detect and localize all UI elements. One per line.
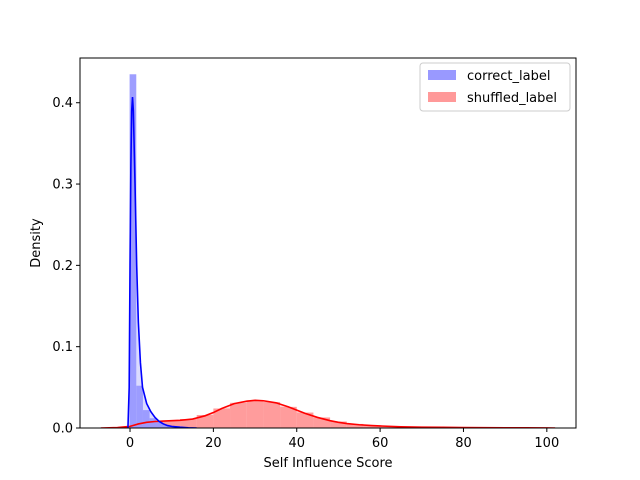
histogram-bar-correct-label <box>149 418 157 428</box>
histogram-bar-shuffled-label <box>363 425 381 428</box>
y-tick-label: 0.4 <box>52 96 73 111</box>
x-axis-label: Self Influence Score <box>264 456 393 471</box>
x-tick-label: 20 <box>205 436 222 451</box>
legend-box <box>419 62 571 112</box>
legend: correct_label shuffled_label <box>419 62 571 112</box>
histogram-bar-shuffled-label <box>263 401 281 428</box>
histogram-bar-shuffled-label <box>296 412 314 428</box>
axes-frame <box>79 57 577 429</box>
plot-area <box>100 74 556 428</box>
x-tick-label: 100 <box>534 436 559 451</box>
legend-swatch-shuffled-label <box>428 92 456 102</box>
kde-line-shuffled-label <box>100 399 556 428</box>
y-tick-label: 0.2 <box>52 259 73 274</box>
histogram-bar-shuffled-label <box>313 417 331 428</box>
y-tick-label: 0.0 <box>52 422 73 437</box>
x-axis: 0 20 40 60 80 100 <box>126 428 559 451</box>
plot-layer <box>100 74 556 428</box>
x-tick-label: 80 <box>455 436 472 451</box>
y-tick-label: 0.3 <box>52 178 73 193</box>
histogram-bar-shuffled-label <box>346 423 364 428</box>
y-axis-label: Density <box>29 218 44 268</box>
x-tick-label: 40 <box>288 436 305 451</box>
histogram-bar-correct-label <box>136 385 143 428</box>
x-tick-label: 60 <box>372 436 389 451</box>
histogram-bar-shuffled-label <box>246 400 264 428</box>
histogram-bar-correct-label <box>142 410 150 428</box>
y-tick-label: 0.1 <box>52 340 73 355</box>
y-axis: 0.0 0.1 0.2 0.3 0.4 <box>52 96 80 437</box>
legend-label-correct-label: correct_label <box>467 69 550 84</box>
histogram-bar-shuffled-label <box>196 414 214 428</box>
histogram-bar-shuffled-label <box>180 419 197 428</box>
histogram-bar-shuffled-label <box>163 420 181 428</box>
histogram-bar-correct-label <box>129 74 137 428</box>
x-tick-label: 0 <box>126 436 134 451</box>
kde-area-shuffled-label <box>100 400 556 428</box>
legend-label-shuffled-label: shuffled_label <box>467 91 557 106</box>
histogram-bar-shuffled-label <box>330 421 347 428</box>
kde-area-correct-label <box>127 97 197 428</box>
legend-swatch-correct-label <box>428 70 456 80</box>
histogram-bar-shuffled-label <box>280 406 297 428</box>
histogram-bar-shuffled-label <box>213 408 231 428</box>
histogram-bar-correct-label <box>156 422 163 428</box>
histogram-bar-correct-label <box>162 424 170 428</box>
histogram-bar-shuffled-label <box>230 402 247 428</box>
kde-line-correct-label <box>127 96 197 428</box>
